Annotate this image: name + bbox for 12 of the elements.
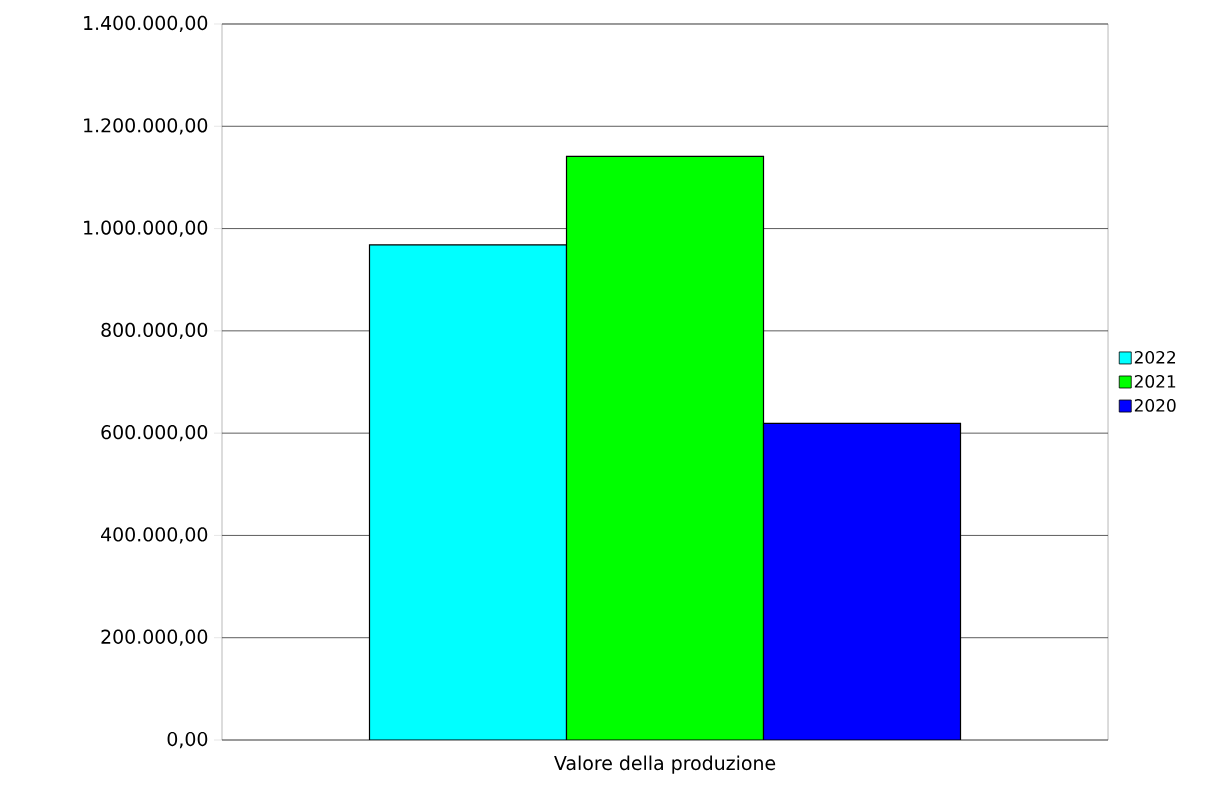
x-tick-label: Valore della produzione bbox=[554, 755, 776, 774]
y-tick-label: 1.400.000,00 bbox=[84, 15, 208, 33]
y-tick-label: 600.000,00 bbox=[101, 425, 208, 442]
y-tick-label: 200.000,00 bbox=[101, 629, 208, 646]
legend-label: 2021 bbox=[1134, 374, 1176, 388]
y-tick-label: 400.000,00 bbox=[101, 527, 208, 544]
legend-label: 2022 bbox=[1134, 350, 1176, 364]
y-tick-label: 1.000.000,00 bbox=[84, 220, 208, 237]
y-tick-label: 800.000,00 bbox=[101, 322, 208, 339]
legend-label: 2020 bbox=[1134, 399, 1176, 412]
y-tick-label: 0,00 bbox=[167, 731, 208, 749]
y-tick-label: 1.200.000,00 bbox=[84, 118, 208, 135]
